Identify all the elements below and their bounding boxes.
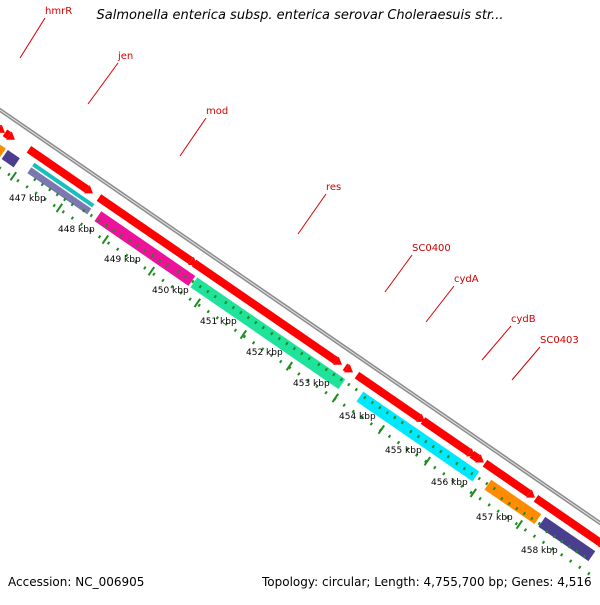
kbp-label-453: 453 kbp	[293, 379, 330, 389]
outer-tick	[423, 456, 432, 466]
feature-SC0403	[538, 516, 596, 562]
scale-dots-455	[409, 429, 456, 463]
callout-line-SC0403	[511, 346, 541, 381]
scale-dots-456	[455, 461, 502, 495]
outer-tick	[469, 488, 478, 498]
cds-6-arrowhead	[344, 364, 353, 373]
cds-6	[342, 363, 350, 372]
kbp-label-455: 455 kbp	[385, 446, 422, 456]
outer-tick	[331, 393, 340, 403]
cds-2-arrowhead	[6, 131, 15, 140]
scale-dots-448	[82, 208, 129, 242]
scale-dots-454	[363, 395, 410, 429]
cds-9-arrowhead	[475, 454, 484, 463]
feature-jen-inner	[32, 162, 95, 208]
kbp-label-451: 451 kbp	[200, 317, 237, 327]
cds-8	[420, 417, 472, 456]
kbp-label-448: 448 kbp	[58, 225, 95, 235]
outer-tick	[377, 424, 386, 435]
cds-10	[482, 459, 532, 497]
scale-dots-458	[545, 529, 592, 563]
callout-line-SC0400	[384, 254, 413, 293]
kbp-label-447: 447 kbp	[9, 194, 46, 204]
feature-jen-outer	[27, 167, 92, 215]
scale-dots-447	[33, 177, 80, 211]
scale-dots-450	[176, 269, 223, 303]
cds-3-arrowhead	[84, 185, 93, 194]
cds-11	[533, 495, 600, 547]
callout-line-mod	[179, 117, 207, 157]
outer-tick	[55, 203, 64, 213]
gene-label-mod: mod	[206, 106, 228, 117]
accession-text: Accession: NC_006905	[8, 575, 145, 589]
kbp-label-456: 456 kbp	[431, 478, 468, 488]
scale-dots-452	[270, 331, 317, 365]
cds-10-arrowhead	[526, 489, 535, 498]
scale-dots-451	[224, 300, 271, 334]
outer-tick	[193, 298, 202, 308]
gene-label-hmrR: hmrR	[45, 6, 72, 17]
outer-tick	[147, 266, 156, 276]
gene-label-cydA: cydA	[454, 274, 479, 285]
callout-line-cydB	[481, 325, 512, 361]
genome-title: Salmonella enterica subsp. enterica sero…	[96, 8, 504, 23]
cds-3	[26, 146, 90, 193]
cds-9	[469, 450, 481, 462]
gene-label-SC0400: SC0400	[412, 243, 451, 254]
gene-label-res: res	[326, 182, 341, 193]
outer-tick	[515, 519, 524, 530]
callout-line-cydA	[425, 285, 455, 323]
cds-1-arrowhead	[0, 124, 5, 133]
cds-7	[354, 371, 422, 422]
feature-hmrR	[0, 144, 6, 158]
callout-line-hmrR	[19, 17, 46, 59]
kbp-label-457: 457 kbp	[476, 513, 513, 523]
scale-dots-457	[500, 496, 547, 530]
topology-text: Topology: circular; Length: 4,755,700 bp…	[262, 575, 592, 589]
kbp-label-450: 450 kbp	[152, 286, 189, 296]
feature-cydB	[484, 479, 542, 525]
outer-tick	[285, 361, 294, 371]
cds-5-arrowhead	[333, 356, 342, 365]
feature-res	[190, 277, 346, 390]
scale-dots-453	[317, 362, 364, 396]
outer-tick	[239, 329, 248, 340]
feature-purple-small	[1, 149, 20, 168]
cds-5	[191, 259, 339, 364]
kbp-label-449: 449 kbp	[104, 255, 141, 265]
gene-label-cydB: cydB	[511, 314, 536, 325]
backbone-highlight	[0, 109, 600, 524]
gene-label-SC0403: SC0403	[540, 335, 579, 346]
cds-4	[96, 194, 194, 265]
kbp-label-454: 454 kbp	[339, 412, 376, 422]
cds-7-arrowhead	[416, 413, 425, 422]
callout-line-jen	[87, 62, 119, 105]
outer-tick	[9, 171, 18, 181]
feature-mod	[94, 211, 196, 286]
outer-tick	[101, 234, 110, 245]
cds-2	[2, 129, 12, 139]
backbone-line	[0, 107, 600, 526]
kbp-label-452: 452 kbp	[246, 348, 283, 358]
gene-label-jen: jen	[117, 51, 133, 62]
scale-dots-449	[128, 238, 175, 272]
kbp-label-458: 458 kbp	[521, 546, 558, 556]
callout-line-res	[297, 193, 327, 235]
